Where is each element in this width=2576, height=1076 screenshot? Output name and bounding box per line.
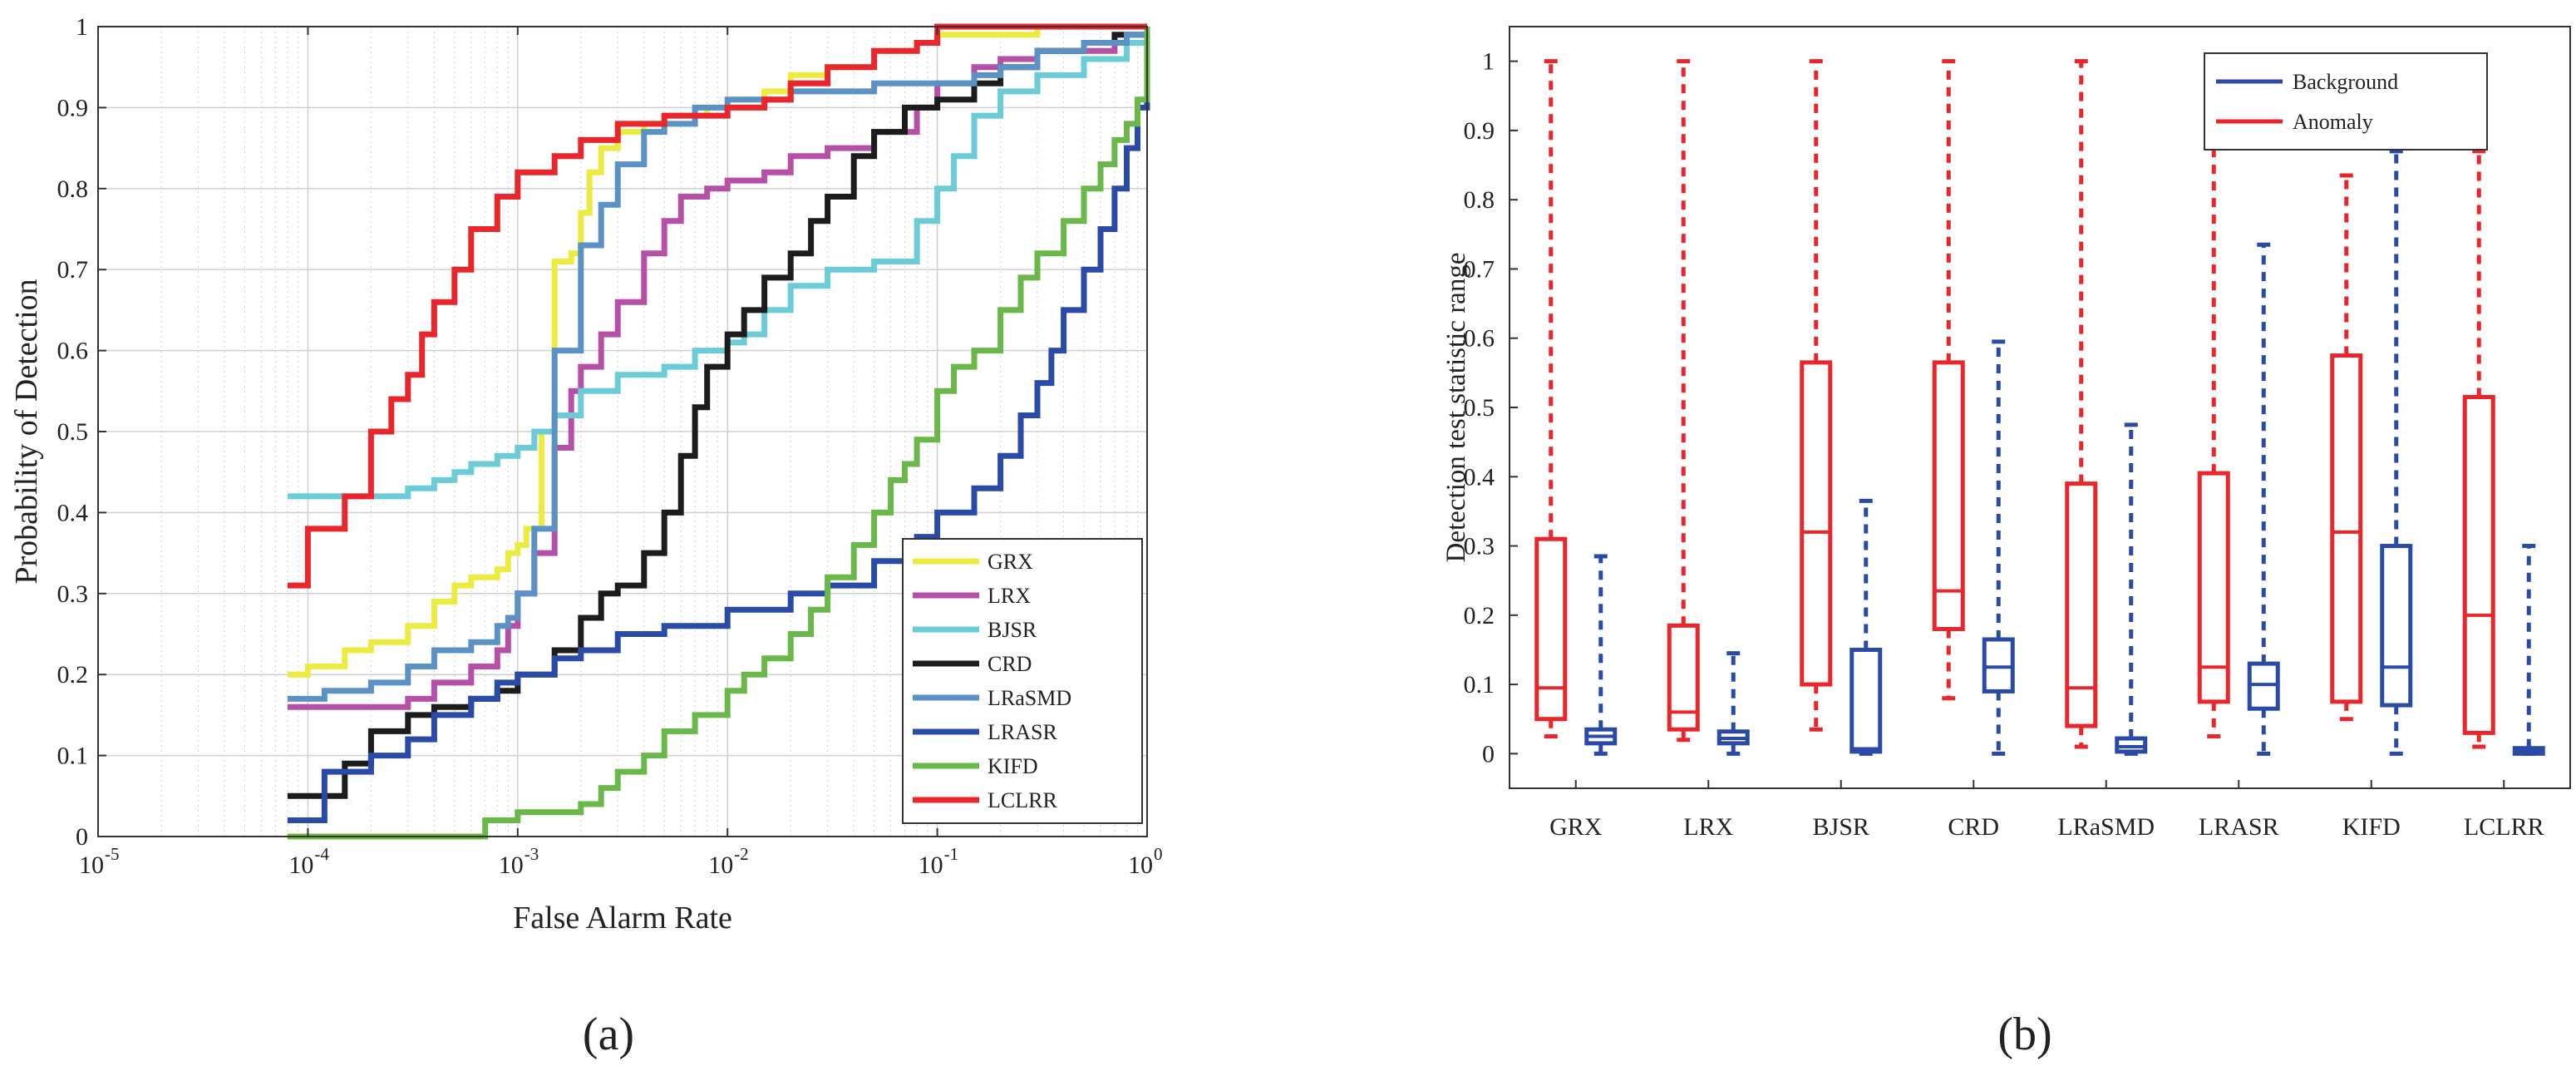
legend-label-bjsr: BJSR bbox=[988, 618, 1037, 642]
box-background-bjsr bbox=[1849, 647, 1883, 754]
legend-label-kifd: KIFD bbox=[988, 754, 1038, 778]
roc-curve-kifd bbox=[287, 27, 1150, 840]
y-tick-label: 0.1 bbox=[1464, 671, 1495, 698]
y-tick-label: 0.4 bbox=[1464, 463, 1495, 491]
x-tick-label-exponent: -5 bbox=[105, 844, 120, 864]
x-tick-label-exponent: -4 bbox=[314, 844, 329, 864]
box-anomaly-lrasr bbox=[2197, 471, 2230, 704]
y-tick-label: 0.3 bbox=[57, 580, 89, 608]
y-tick-label: 0.8 bbox=[57, 175, 89, 203]
legend-b: Background Anomaly bbox=[2204, 52, 2488, 151]
x-tick-label: KIFD bbox=[2342, 813, 2401, 841]
y-axis-label-a: Probability of Detection bbox=[9, 279, 44, 584]
y-tick-label: 0 bbox=[1482, 740, 1495, 768]
box-anomaly-crd bbox=[1932, 360, 1965, 631]
panel-b-box-chart: 0 0.1 0.2 0.3 0.4 0.5 0.6 0.7 0.8 0.9 1 GRX LRX BJSR… bbox=[1441, 26, 2571, 1060]
y-ticks-a: 0 0.1 0.2 0.3 0.4 0.5 0.6 0.7 0.8 0.9 1 bbox=[57, 13, 106, 851]
legend-label-lrx: LRX bbox=[988, 584, 1031, 608]
x-tick-label: CRD bbox=[1948, 813, 1999, 841]
y-tick-label: 0.7 bbox=[57, 256, 89, 284]
legend-box bbox=[902, 538, 1143, 824]
box-anomaly-bjsr bbox=[1800, 360, 1833, 687]
x-tick-label-exponent: -1 bbox=[944, 844, 959, 864]
subfigure-label-a: (a) bbox=[583, 1009, 634, 1060]
roc-curve-bjsr bbox=[287, 27, 1150, 500]
x-tick-label: LRaSMD bbox=[2057, 813, 2155, 841]
x-tick-label-base: 10 bbox=[79, 851, 104, 879]
x-tick-label-exponent: 0 bbox=[1154, 844, 1163, 864]
y-tick-label: 0.3 bbox=[1464, 533, 1495, 560]
x-tick-label-base: 10 bbox=[919, 851, 943, 879]
panel-a-roc-chart: 10 -5 10 -4 10 -3 10 -2 10 -1 10 0 00.10.20.30.40.5… bbox=[9, 13, 1163, 1060]
x-tick-label: LCLRR bbox=[2464, 813, 2544, 841]
y-ticks-b: 0 0.1 0.2 0.3 0.4 0.5 0.6 0.7 0.8 0.9 1 bbox=[1464, 48, 1518, 768]
x-tick-label: LRASR bbox=[2199, 813, 2279, 841]
y-tick-label: 0.2 bbox=[57, 661, 89, 689]
box-background-lrasr bbox=[2247, 661, 2280, 711]
box-background-crd bbox=[1982, 637, 2015, 693]
y-tick-label: 1 bbox=[1482, 48, 1495, 76]
x-tick-label-exponent: -2 bbox=[734, 844, 749, 864]
roc-curves bbox=[287, 23, 1150, 840]
legend-label-crd: CRD bbox=[988, 652, 1032, 676]
x-tick-label: LRX bbox=[1683, 813, 1733, 841]
x-tick-label-base: 10 bbox=[499, 851, 524, 879]
x-tick-label: GRX bbox=[1549, 813, 1603, 841]
legend-box bbox=[2204, 52, 2488, 151]
y-tick-label: 0.5 bbox=[1464, 394, 1495, 422]
x-tick-label: BJSR bbox=[1813, 813, 1869, 841]
y-tick-label: 0.1 bbox=[57, 743, 89, 770]
box-plots bbox=[1534, 59, 2545, 756]
box-anomaly-grx bbox=[1534, 536, 1568, 722]
y-tick-label: 1 bbox=[76, 13, 88, 41]
y-tick-label: 0 bbox=[76, 823, 88, 851]
x-tick-label-base: 10 bbox=[288, 851, 313, 879]
legend-label-anomaly: Anomaly bbox=[2293, 110, 2373, 134]
legend-label-lrasmd: LRaSMD bbox=[988, 686, 1071, 710]
x-tick-label-base: 10 bbox=[1128, 851, 1153, 879]
y-tick-label: 0.2 bbox=[1464, 602, 1495, 629]
box-anomaly-lclrr bbox=[2462, 395, 2495, 735]
x-tick-label-base: 10 bbox=[708, 851, 733, 879]
box-anomaly-lrx bbox=[1667, 623, 1700, 732]
y-tick-label: 0.4 bbox=[57, 499, 89, 526]
y-tick-label: 0.6 bbox=[1464, 325, 1495, 353]
box-anomaly-lrasmd bbox=[2065, 481, 2098, 728]
box-background-lrasmd bbox=[2115, 736, 2148, 754]
y-tick-label: 0.6 bbox=[57, 338, 89, 365]
y-tick-label: 0.8 bbox=[1464, 186, 1495, 214]
y-tick-label: 0.7 bbox=[1464, 255, 1495, 283]
legend-label-lclrr: LCLRR bbox=[988, 788, 1057, 812]
plot-area-b bbox=[1510, 27, 2570, 788]
y-tick-label: 0.5 bbox=[57, 418, 89, 446]
legend-label-lrasr: LRASR bbox=[988, 720, 1057, 744]
y-tick-label: 0.9 bbox=[57, 94, 89, 121]
roc-curve-lrasmd bbox=[287, 27, 1150, 702]
y-tick-label: 0.9 bbox=[1464, 117, 1495, 145]
legend-label-background: Background bbox=[2293, 70, 2398, 94]
legend-a: GRX LRX BJSR CRD LRaSMD LRASR KIFD LCLRR bbox=[902, 538, 1143, 824]
subfigure-label-b: (b) bbox=[1997, 1009, 2051, 1060]
roc-curve-lrasr bbox=[287, 27, 1150, 823]
x-axis-label-a: False Alarm Rate bbox=[513, 901, 732, 935]
x-ticks-a: 10 -5 10 -4 10 -3 10 -2 10 -1 10 0 bbox=[79, 27, 1163, 879]
roc-curve-lclrr bbox=[287, 23, 1147, 589]
box-background-kifd bbox=[2380, 544, 2413, 708]
box-anomaly-kifd bbox=[2330, 353, 2363, 704]
legend-label-grx: GRX bbox=[988, 550, 1033, 574]
x-ticks-b: GRX LRX BJSR CRD LRaSMD LRASR KIFD LCLRR bbox=[1549, 780, 2544, 841]
y-axis-label-b: Detection test statistic range bbox=[1441, 253, 1471, 563]
x-tick-label-exponent: -3 bbox=[525, 844, 539, 864]
